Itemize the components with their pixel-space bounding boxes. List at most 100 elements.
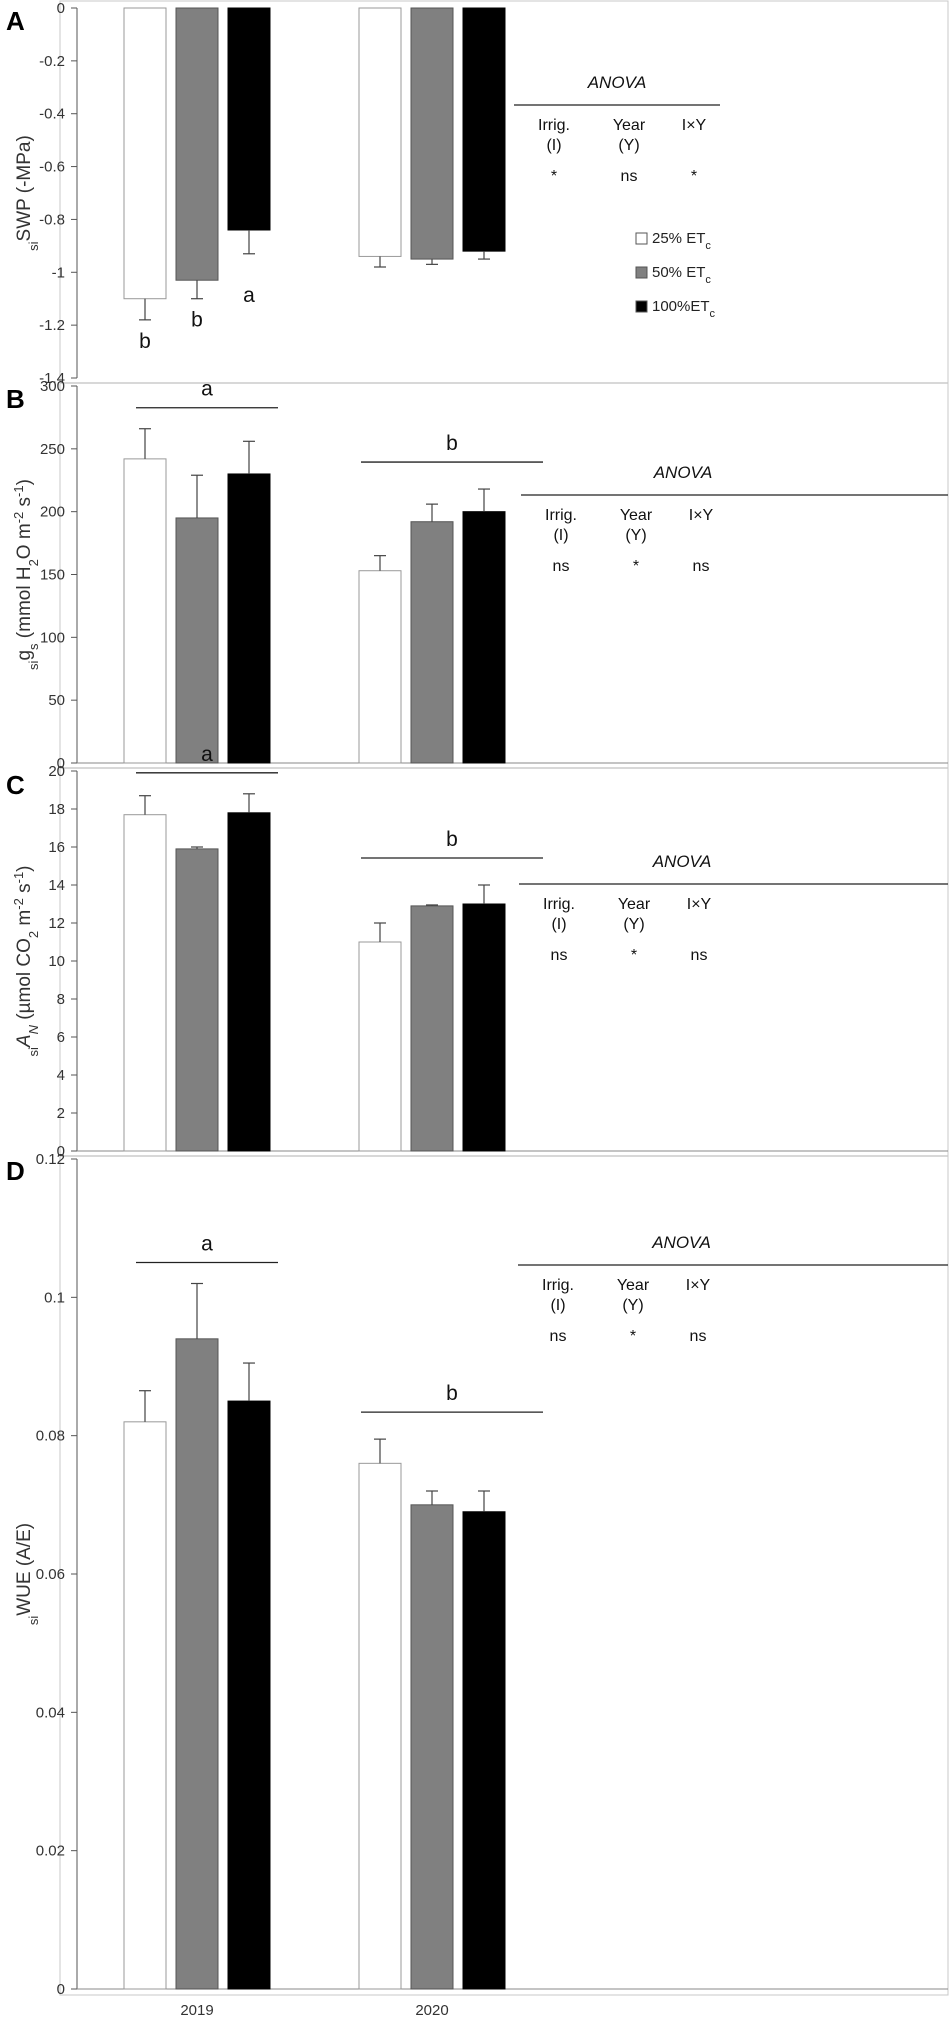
group-letter: a [201, 743, 213, 766]
x-tick-label-2020: 2020 [415, 2002, 448, 2019]
legend-label: 50% ETc [652, 264, 711, 286]
y-axis-label-part: -1 [11, 485, 26, 497]
y-tick-label: 0.08 [36, 1428, 65, 1445]
y-tick-label: 0 [57, 755, 65, 772]
bar-a-2019-s1 [123, 7, 167, 300]
y-axis-label-part: si [26, 1047, 41, 1057]
panel-d: D 0 0.02 0.04 0.06 0.08 0.1 0.12 siWUE (A/E) a b AN… [6, 1151, 948, 1998]
y-tick-label: 50 [48, 692, 65, 709]
legend-label: 100%ETc [652, 298, 716, 320]
x-tick-label-2019: 2019 [180, 2002, 213, 2019]
y-tick-label: -1 [52, 264, 65, 281]
y-axis-label-part: s [14, 497, 35, 512]
anova-title: ANOVA [653, 463, 713, 482]
y-axis-label: sigs (mmol H2O m-2 s-1) [11, 479, 41, 670]
anova-header: (Y) [622, 1297, 643, 1314]
y-tick-label: 8 [57, 991, 65, 1008]
y-axis-label-part: si [26, 1616, 41, 1626]
y-axis-label: siSWP (-MPa) [14, 135, 41, 251]
y-tick-label: 4 [57, 1067, 65, 1084]
legend-swatch [635, 232, 648, 245]
anova-header: (I) [553, 527, 568, 544]
bar-b-2019-s3 [227, 473, 271, 764]
legend-label: 25% ETc [652, 230, 711, 252]
anova-value: ns [691, 947, 708, 964]
anova-header: (I) [546, 137, 561, 154]
legend-label-sub: c [705, 240, 711, 252]
y-tick-label: 18 [48, 801, 65, 818]
anova-value: * [630, 1328, 636, 1345]
y-axis-label-part: 2 [26, 559, 41, 566]
bar-c-2019-s3 [227, 812, 271, 1152]
y-tick-label: -1.2 [39, 317, 65, 334]
anova-value: * [691, 168, 697, 185]
anova-header: I×Y [689, 507, 714, 524]
y-axis-label: siWUE (A/E) [14, 1523, 41, 1625]
y-tick-label: 16 [48, 839, 65, 856]
anova-header: I×Y [682, 117, 707, 134]
anova-value: * [551, 168, 557, 185]
bar-a-2020-s2 [410, 7, 454, 260]
y-tick-label: 0 [57, 1143, 65, 1160]
bar-d-2019-s1 [123, 1421, 167, 1990]
group-letter: b [446, 828, 458, 851]
y-axis-label-part: -2 [11, 512, 26, 524]
y-tick-label: 150 [40, 567, 65, 584]
legend-swatch [635, 266, 648, 279]
anova-value: ns [551, 947, 568, 964]
panel-letter: D [6, 1156, 25, 1186]
y-axis-label-part: g [14, 650, 35, 661]
anova-header: (I) [550, 1297, 565, 1314]
bar-d-2020-s3 [462, 1511, 506, 1990]
group-letter: a [201, 378, 213, 401]
y-axis-label-part: -1 [11, 872, 26, 884]
panel-letter: A [6, 6, 25, 36]
y-tick-label: 100 [40, 629, 65, 646]
y-axis-label-part: ) [14, 479, 35, 485]
anova-value: ns [621, 168, 638, 185]
anova-header: Year [620, 507, 653, 524]
y-tick-label: 0.1 [44, 1289, 65, 1306]
panel-letter: B [6, 384, 25, 414]
anova-header: (Y) [618, 137, 639, 154]
anova-header: Irrig. [543, 896, 575, 913]
bar-a-2020-s1 [358, 7, 402, 257]
anova-header: Irrig. [545, 507, 577, 524]
y-tick-label: 0.02 [36, 1843, 65, 1860]
anova-header: Year [613, 117, 646, 134]
anova-title: ANOVA [652, 852, 712, 871]
y-axis-label-part: s [14, 883, 35, 898]
group-letter: b [446, 1382, 458, 1405]
y-axis-label-part: N [26, 1024, 41, 1034]
y-tick-label: -0.2 [39, 53, 65, 70]
anova-value: ns [690, 1328, 707, 1345]
anova-header: Year [617, 1277, 650, 1294]
y-tick-label: 0.06 [36, 1566, 65, 1583]
y-tick-label: 20 [48, 763, 65, 780]
y-axis-label-part: (µmol CO [14, 938, 35, 1025]
y-axis-label-part: 2 [26, 931, 41, 938]
y-tick-label: -1.4 [39, 370, 65, 387]
y-axis-label-part: -2 [11, 898, 26, 910]
significance-letter: a [243, 284, 255, 307]
bar-d-2019-s3 [227, 1400, 271, 1990]
y-tick-label: 14 [48, 877, 65, 894]
anova-title: ANOVA [651, 1233, 711, 1252]
y-axis-label-part: m [14, 910, 35, 931]
anova-header: Irrig. [538, 117, 570, 134]
legend-label-sub: c [710, 308, 716, 320]
bar-c-2019-s1 [123, 814, 167, 1152]
y-tick-label: -0.8 [39, 211, 65, 228]
anova-value: * [633, 558, 639, 575]
bar-a-2019-s3 [227, 7, 271, 231]
legend-label-main: 25% ET [652, 230, 705, 247]
anova-header: I×Y [687, 896, 712, 913]
panel-a: A 0 -0.2 -0.4 -0.6 -0.8 -1 -1.2 -1.4 siSWP (-MPa)… [6, 0, 720, 387]
anova-value: ns [553, 558, 570, 575]
y-tick-label: 10 [48, 953, 65, 970]
panel-letter: C [6, 770, 25, 800]
significance-letter: b [191, 309, 203, 332]
y-axis-label-part: SWP (-MPa) [14, 135, 35, 241]
figure-frame [59, 0, 949, 1996]
